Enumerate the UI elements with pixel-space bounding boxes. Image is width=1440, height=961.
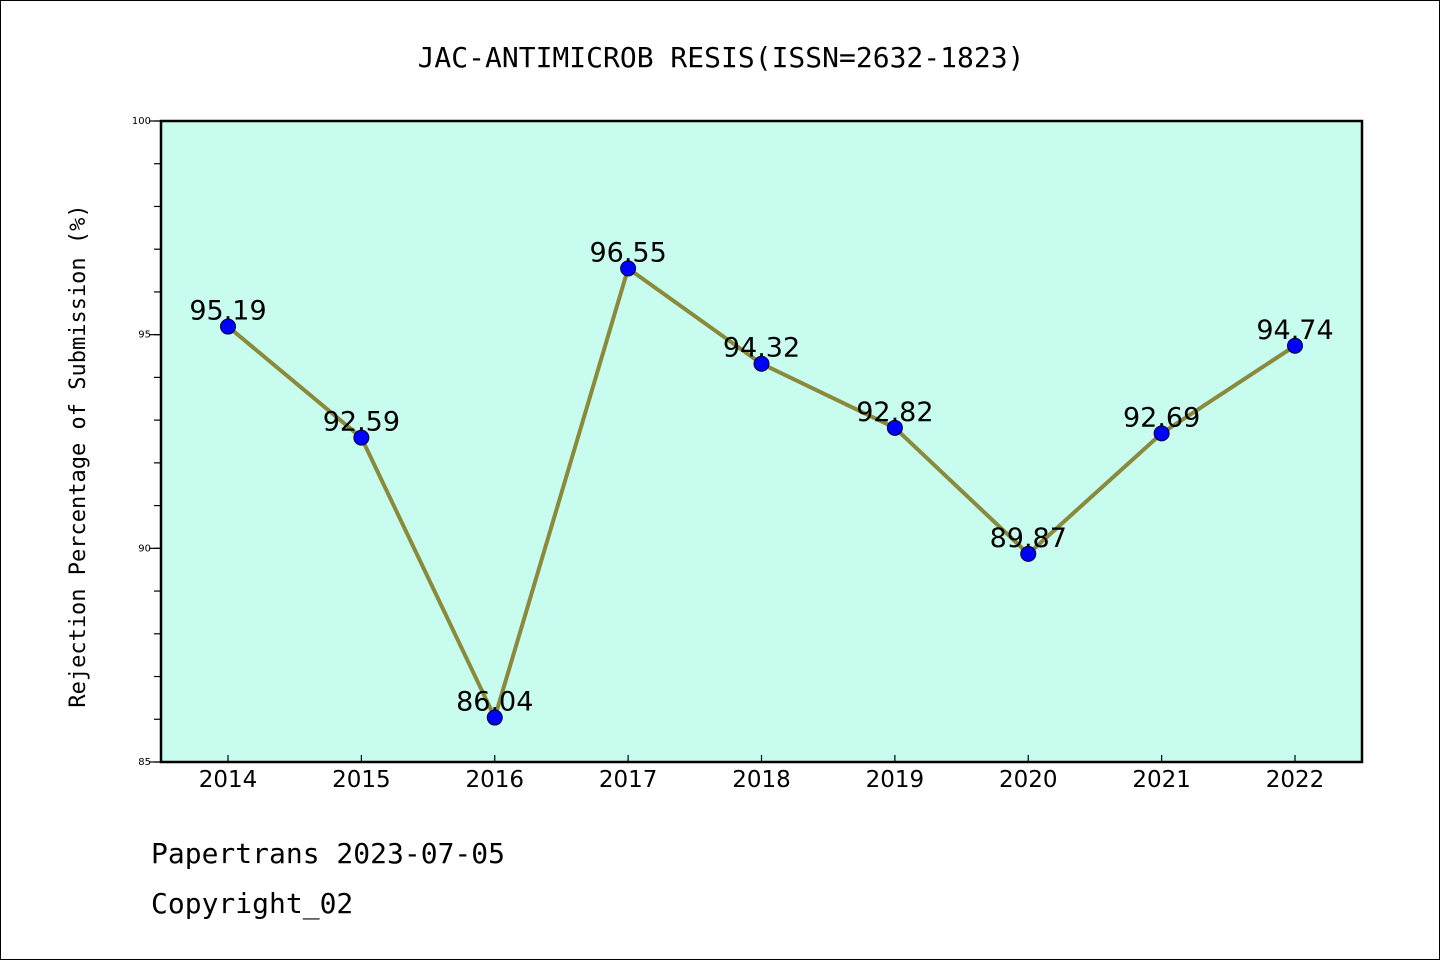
data-label: 92.59 (323, 407, 400, 438)
data-point (1020, 545, 1037, 562)
data-point (1153, 425, 1170, 442)
y-axis: 85 90 95 100 (132, 116, 160, 768)
x-tick-label: 2017 (599, 767, 658, 793)
data-labels: 95.19 92.59 86.04 96.55 94.32 92.82 89.87 92.69… (189, 237, 1333, 717)
data-label: 95.19 (189, 296, 266, 327)
x-tick-label: 2021 (1132, 767, 1191, 793)
chart-title: JAC-ANTIMICROB RESIS(ISSN=2632-1823) (418, 41, 1025, 74)
x-tick-label: 2014 (199, 767, 258, 793)
data-points (220, 260, 1303, 726)
data-point (753, 355, 770, 372)
data-label: 94.74 (1256, 315, 1333, 346)
data-point (220, 318, 236, 335)
footer-date: Papertrans 2023-07-05 (151, 837, 506, 870)
data-label: 92.69 (1123, 402, 1200, 433)
x-tick-label: 2016 (465, 767, 524, 793)
data-point (886, 419, 903, 436)
data-point (1287, 337, 1303, 354)
y-tick-label: 90 (138, 543, 151, 554)
data-point (353, 429, 370, 446)
data-label: 92.82 (856, 397, 933, 428)
y-tick-label: 85 (138, 757, 151, 768)
x-tick-label: 2020 (999, 767, 1058, 793)
x-tick-label: 2019 (866, 767, 925, 793)
footer-copyright: Copyright_02 (151, 887, 354, 920)
x-tick-label: 2015 (332, 767, 391, 793)
x-tick-label: 2022 (1266, 767, 1325, 793)
plot-border (159, 119, 1364, 764)
x-tick-label: 2018 (732, 767, 791, 793)
data-label: 86.04 (456, 687, 533, 718)
data-label: 89.87 (990, 523, 1067, 554)
data-point (486, 709, 503, 726)
y-axis-label: Rejection Percentage of Submission (%) (66, 204, 91, 707)
data-point (620, 260, 637, 277)
plot-area (161, 121, 1362, 762)
data-label: 94.32 (723, 333, 800, 364)
y-tick-label: 95 (138, 330, 151, 341)
x-axis: 2014 2015 2016 2017 2018 2019 2020 2021 2022 (199, 755, 1325, 793)
data-label: 96.55 (589, 237, 666, 268)
y-tick-label: 100 (132, 116, 151, 127)
